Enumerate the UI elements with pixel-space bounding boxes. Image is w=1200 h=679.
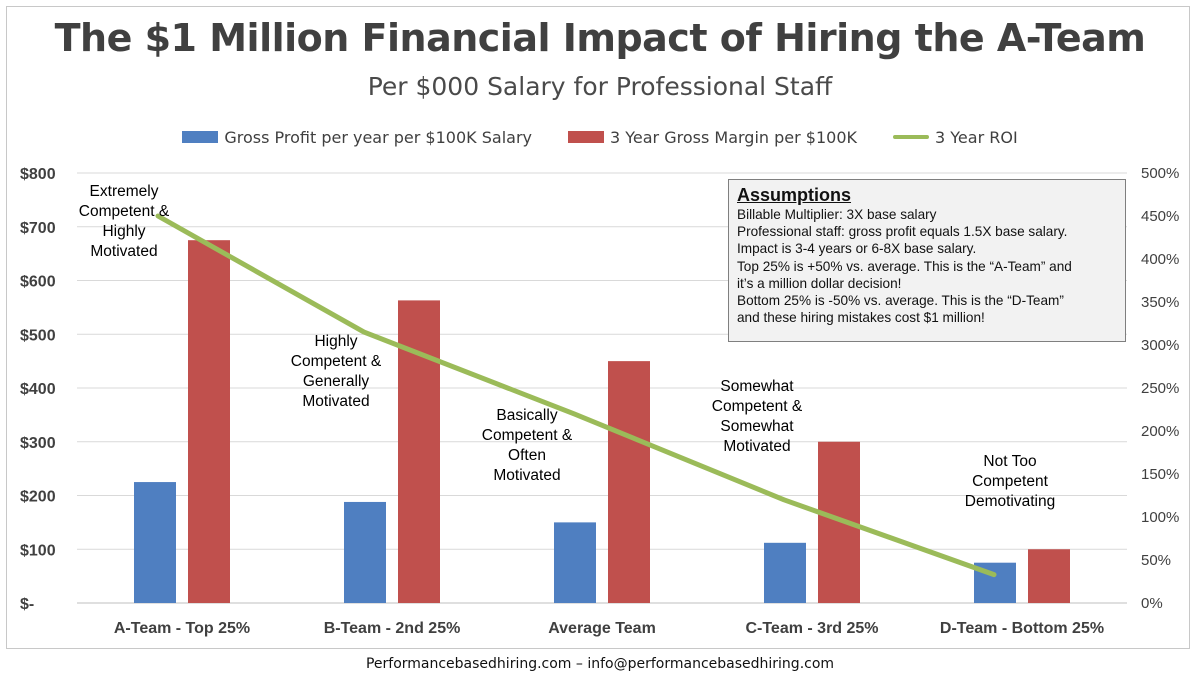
assumptions-title: Assumptions: [737, 185, 852, 205]
y-tick-label-left: $500: [20, 327, 56, 344]
x-tick-label: A-Team - Top 25%: [114, 620, 250, 637]
y-tick-label-right: 300%: [1141, 337, 1179, 354]
x-tick-label: C-Team - 3rd 25%: [745, 620, 878, 637]
legend-swatch-roi: [893, 135, 929, 139]
bar-gross-profit: [764, 542, 806, 603]
roi-line: [155, 213, 997, 578]
annotation-d-team: Not Too Competent Demotivating: [964, 453, 1056, 510]
y-tick-label-left: $200: [20, 489, 56, 506]
chart-title: The $1 Million Financial Impact of Hirin…: [54, 16, 1146, 60]
assumption-line: Impact is 3-4 years or 6-8X base salary.: [737, 241, 977, 257]
bar-gross-margin: [608, 361, 650, 603]
y-tick-label-right: 200%: [1141, 423, 1179, 440]
bar-gross-margin: [1028, 549, 1070, 603]
legend-item-gross-margin: 3 Year Gross Margin per $100K: [567, 127, 857, 147]
annotation-b-team: Highly Competent & Generally Motivated: [290, 333, 382, 410]
legend-swatch-gross-profit: [182, 131, 219, 143]
y-tick-label-right: 0%: [1141, 595, 1163, 612]
legend-item-roi: 3 Year ROI: [893, 128, 1018, 147]
chart-frame: [6, 6, 1190, 649]
annotation-average-team: Basically Competent & Often Motivated: [481, 407, 573, 484]
annotation-c-team: Somewhat Competent & Somewhat Motivated: [711, 378, 803, 455]
y-tick-label-left: $300: [20, 435, 56, 452]
assumption-line: and these hiring mistakes cost $1 millio…: [737, 310, 985, 326]
chart-subtitle: Per $000 Salary for Professional Staff: [367, 72, 833, 101]
legend-item-gross-profit: Gross Profit per year per $100K Salary: [182, 128, 532, 147]
assumptions-box: Assumptions Billable Multiplier: 3X base…: [728, 179, 1126, 342]
footer-contact: Performancebasedhiring.com – info@perfor…: [365, 656, 835, 672]
y-tick-label-left: $400: [20, 381, 56, 398]
assumption-line: Professional staff: gross profit equals …: [737, 224, 1068, 240]
assumption-line: it’s a million dollar decision!: [737, 275, 902, 291]
y-tick-label-right: 150%: [1141, 466, 1179, 483]
y-tick-label-right: 500%: [1141, 165, 1179, 182]
y-tick-label-left: $800: [20, 166, 56, 183]
x-tick-label: D-Team - Bottom 25%: [940, 620, 1104, 637]
y-tick-label-left: $100: [20, 542, 56, 559]
y-tick-label-right: 350%: [1141, 294, 1179, 311]
bar-gross-profit: [344, 501, 386, 603]
bar-gross-profit: [134, 482, 176, 603]
y-tick-label-left: $700: [20, 220, 56, 237]
bar-gross-profit: [554, 522, 596, 603]
y-tick-label-right: 450%: [1141, 208, 1179, 225]
bar-gross-margin: [188, 240, 230, 603]
x-tick-label: B-Team - 2nd 25%: [324, 620, 461, 637]
y-tick-label-right: 250%: [1141, 380, 1179, 397]
y-tick-label-right: 100%: [1141, 509, 1179, 526]
assumption-line: Bottom 25% is -50% vs. average. This is …: [737, 293, 1064, 309]
legend-label-roi: 3 Year ROI: [935, 127, 1018, 147]
assumption-line: Billable Multiplier: 3X base salary: [737, 207, 937, 222]
assumption-line: Top 25% is +50% vs. average. This is the…: [737, 258, 1072, 274]
y-tick-label-left: $600: [20, 274, 56, 291]
annotation-a-team: Extremely Competent & Highly Motivated: [78, 183, 170, 260]
chart-legend: Gross Profit per year per $100K Salary 3…: [0, 126, 1200, 148]
legend-label-gross-profit: Gross Profit per year per $100K Salary: [224, 127, 532, 147]
legend-swatch-gross-margin: [567, 131, 604, 143]
legend-label-gross-margin: 3 Year Gross Margin per $100K: [609, 127, 857, 147]
y-tick-label-right: 50%: [1141, 552, 1171, 569]
y-tick-label-right: 400%: [1141, 251, 1179, 268]
y-tick-label-left: $-: [20, 596, 34, 613]
x-tick-label: Average Team: [548, 620, 656, 637]
